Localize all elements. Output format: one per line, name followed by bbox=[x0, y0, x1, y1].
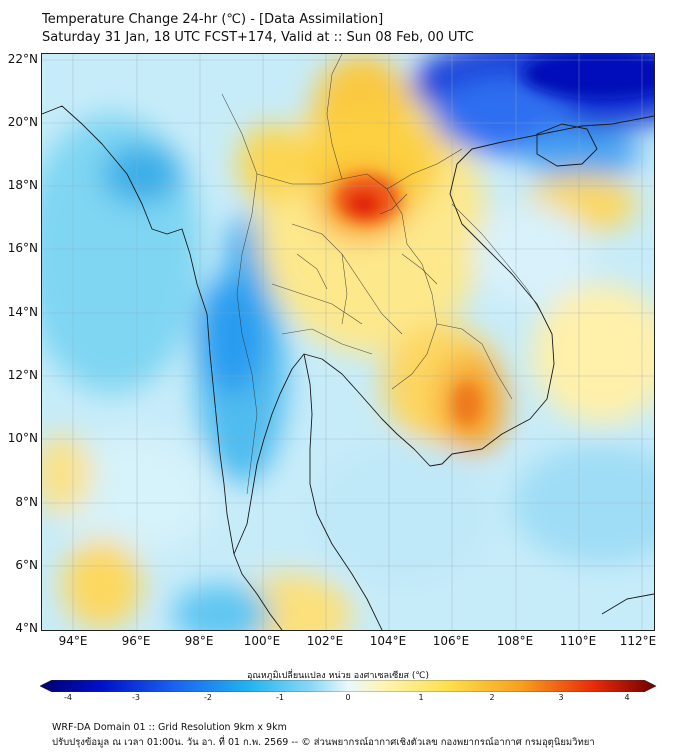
map-canvas bbox=[42, 54, 654, 630]
lon-label: 102°E bbox=[306, 634, 344, 648]
lon-label: 104°E bbox=[369, 634, 407, 648]
coastlines bbox=[42, 105, 654, 630]
temperature-change-map[interactable] bbox=[41, 53, 655, 631]
lon-label: 98°E bbox=[184, 634, 214, 648]
lat-label: 20°N bbox=[7, 115, 38, 129]
lat-label: 6°N bbox=[15, 558, 38, 572]
temperature-field bbox=[42, 54, 654, 630]
lat-label: 8°N bbox=[15, 495, 38, 509]
colorbar-tick: 0 bbox=[345, 693, 351, 702]
colorbar-tick: -1 bbox=[276, 693, 284, 702]
colorbar-tick: 1 bbox=[418, 693, 424, 702]
lat-label: 22°N bbox=[7, 52, 38, 66]
lat-label: 18°N bbox=[7, 178, 38, 192]
map-subtitle: Saturday 31 Jan, 18 UTC FCST+174, Valid … bbox=[42, 30, 474, 45]
map-title: Temperature Change 24-hr (℃) - [Data Ass… bbox=[42, 12, 384, 27]
lon-label: 96°E bbox=[121, 634, 151, 648]
lat-label: 16°N bbox=[7, 241, 38, 255]
lon-label: 110°E bbox=[559, 634, 597, 648]
lon-label: 94°E bbox=[58, 634, 88, 648]
graticule bbox=[42, 54, 654, 630]
colorbar-tick: -4 bbox=[64, 693, 72, 702]
temperature-field-peaks bbox=[335, 54, 654, 426]
colorbar bbox=[40, 680, 656, 692]
lat-label: 10°N bbox=[7, 431, 38, 445]
lon-label: 100°E bbox=[243, 634, 281, 648]
lat-label: 14°N bbox=[7, 305, 38, 319]
country-borders bbox=[221, 54, 543, 495]
colorbar-tick: 3 bbox=[558, 693, 564, 702]
colorbar-tick: 2 bbox=[489, 693, 495, 702]
lon-label: 108°E bbox=[496, 634, 534, 648]
colorbar-tick: 4 bbox=[624, 693, 630, 702]
lon-label: 106°E bbox=[432, 634, 470, 648]
footer-credit: ปรับปรุงข้อมูล ณ เวลา 01:00น. วัน อา. ที… bbox=[52, 737, 595, 748]
footer-model-info: WRF-DA Domain 01 :: Grid Resolution 9km … bbox=[52, 722, 287, 733]
lon-label: 112°E bbox=[619, 634, 657, 648]
lat-label: 12°N bbox=[7, 368, 38, 382]
colorbar-label: อุณหภูมิเปลี่ยนแปลง หน่วย องศาเซลเซียส (… bbox=[246, 671, 430, 681]
colorbar-tick: -2 bbox=[204, 693, 212, 702]
colorbar-tick: -3 bbox=[132, 693, 140, 702]
lat-label: 4°N bbox=[15, 621, 38, 635]
